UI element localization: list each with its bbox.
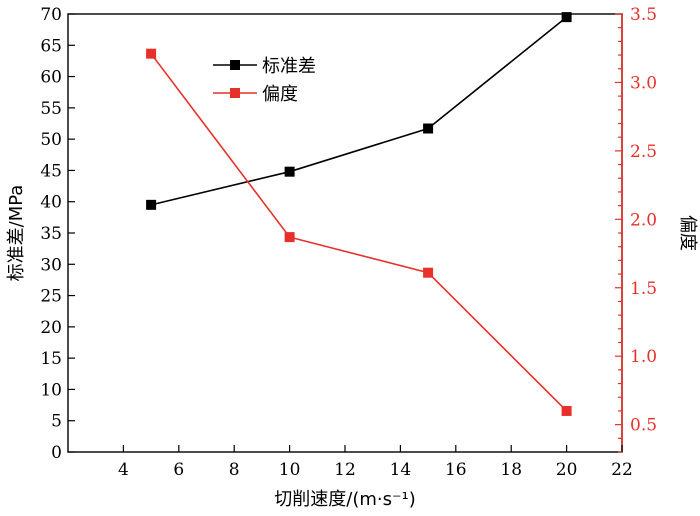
x-tick-label: 14 (390, 460, 412, 480)
y-right-tick-label: 1.5 (630, 279, 657, 299)
data-point-marker (146, 199, 157, 210)
y-left-tick-label: 55 (40, 99, 62, 119)
x-tick-label: 20 (556, 460, 578, 480)
y-right-tick-label: 2.5 (630, 142, 657, 162)
y-right-tick-label: 0.5 (630, 416, 657, 436)
ticks-group: 4 6 8 10 12 14 16 18 20 22 0 5 10 15 20 25 30 35 40 45 50 55 6… (40, 5, 657, 480)
x-tick-label: 6 (173, 460, 184, 480)
series-line-1 (150, 16, 568, 206)
y-left-tick-label: 20 (40, 318, 62, 338)
data-point-marker (561, 405, 572, 416)
y-axis-right-title: 偏度 (677, 215, 698, 251)
x-tick-label: 10 (279, 460, 301, 480)
axis-titles: 切削速度/(m·s⁻¹) 标准差/MPa 偏度 (6, 185, 698, 510)
y-left-tick-label: 65 (40, 36, 62, 56)
data-point-marker (146, 48, 157, 59)
data-point-marker (561, 12, 572, 23)
y-left-tick-label: 5 (51, 412, 62, 432)
axes-group (67, 13, 623, 453)
legend-marker (230, 60, 240, 70)
y-right-tick-label: 3.0 (630, 73, 657, 93)
y-left-tick-label: 25 (40, 287, 62, 307)
y-right-tick-label: 3.5 (630, 5, 657, 25)
y-left-tick-label: 60 (40, 68, 62, 88)
x-axis-title: 切削速度/(m·s⁻¹) (274, 489, 415, 510)
data-point-marker (423, 123, 434, 134)
data-point-marker (284, 232, 295, 243)
y-left-tick-label: 15 (40, 349, 62, 369)
y-left-tick-label: 45 (40, 161, 62, 181)
y-left-tick-label: 50 (40, 130, 62, 150)
y-axis-left-title: 标准差/MPa (6, 185, 27, 282)
y-left-tick-label: 35 (40, 224, 62, 244)
y-left-tick-label: 30 (40, 255, 62, 275)
x-tick-label: 12 (334, 460, 356, 480)
legend-marker (230, 88, 240, 98)
x-tick-label: 8 (229, 460, 240, 480)
series-group (146, 12, 572, 416)
y-left-tick-label: 10 (40, 380, 62, 400)
y-left-tick-label: 70 (40, 5, 62, 25)
y-left-tick-label: 0 (51, 443, 62, 463)
x-tick-label: 22 (611, 460, 633, 480)
legend-label: 偏度 (262, 84, 298, 105)
x-tick-label: 16 (445, 460, 467, 480)
y-right-tick-label: 2.0 (630, 210, 657, 230)
legend-label: 标准差 (262, 56, 316, 77)
plot-frame (67, 13, 623, 453)
data-point-marker (423, 267, 434, 278)
series-line-2 (150, 53, 568, 412)
data-point-marker (284, 166, 295, 177)
y-left-tick-label: 40 (40, 193, 62, 213)
x-tick-label: 18 (500, 460, 522, 480)
y-right-tick-label: 1.0 (630, 347, 657, 367)
x-tick-label: 4 (118, 460, 129, 480)
